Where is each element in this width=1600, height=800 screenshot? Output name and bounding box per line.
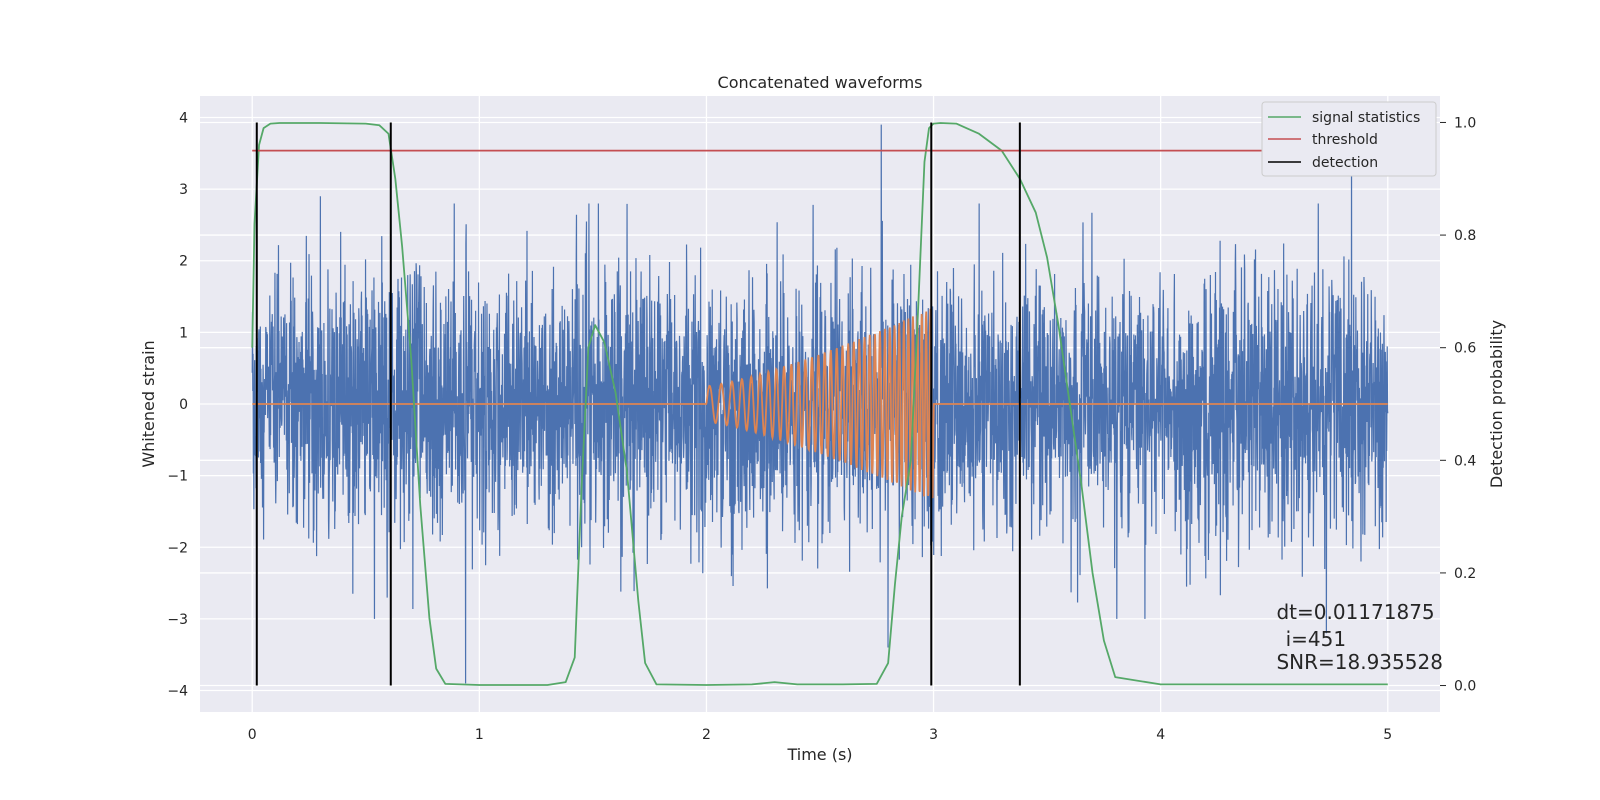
- y-tick-label-left: 1: [179, 325, 188, 341]
- y-tick-label-left: −3: [167, 612, 188, 628]
- signal-statistics-line: [251, 122, 1388, 686]
- annotation-text: i=451: [1286, 627, 1347, 651]
- legend-label-signal-statistics: signal statistics: [1312, 110, 1420, 126]
- y-tick-label-left: 3: [179, 182, 188, 198]
- legend: signal statistics threshold detection: [1261, 101, 1437, 177]
- injected-signal-series: [252, 308, 1388, 499]
- x-tick-label: 1: [475, 727, 484, 743]
- detection-lines: [255, 122, 1021, 686]
- y-tick-label-right: 0.6: [1454, 341, 1476, 357]
- x-tick-label: 3: [929, 727, 938, 743]
- legend-label-detection: detection: [1312, 155, 1378, 171]
- y-tick-label-left: −1: [167, 469, 188, 485]
- y-tick-label-right: 0.4: [1454, 453, 1476, 469]
- y-tick-label-left: −4: [167, 684, 188, 700]
- y-tick-label-left: −2: [167, 540, 188, 556]
- signal-statistics-series: [251, 122, 1411, 686]
- x-axis-label: Time (s): [786, 745, 852, 764]
- x-tick-label: 5: [1383, 727, 1392, 743]
- x-tick-label: 4: [1156, 727, 1165, 743]
- y-tick-label-left: 2: [179, 254, 188, 270]
- y-tick-label-right: 0.8: [1454, 228, 1476, 244]
- y-axis-label-right: Detection probability: [1487, 320, 1506, 488]
- y-tick-label-left: 0: [179, 397, 188, 413]
- legend-box: [1261, 101, 1437, 177]
- tick-labels: 0 1 2 3 4 5 −4 −3 −2 −1 0 1 2 3 4 0.0 0.2 0.4 0.6 0.8 1.0: [167, 110, 1476, 743]
- y-tick-label-right: 1.0: [1454, 115, 1476, 131]
- y-tick-label-right: 0.0: [1454, 679, 1476, 695]
- legend-label-threshold: threshold: [1312, 132, 1378, 148]
- noise-line: [251, 124, 1389, 684]
- annotation-text: SNR=18.935528: [1276, 650, 1442, 674]
- annotation-text: dt=0.01171875: [1276, 600, 1434, 624]
- y-tick-label-left: 4: [179, 110, 188, 126]
- y-tick-label-right: 0.2: [1454, 566, 1476, 582]
- y-axis-label-left: Whitened strain: [139, 340, 158, 467]
- injected-signal-line: [252, 308, 1388, 499]
- chart-title: Concatenated waveforms: [718, 73, 923, 92]
- noise-series: [251, 124, 1389, 684]
- x-tick-label: 2: [702, 727, 711, 743]
- x-tick-label: 0: [248, 727, 257, 743]
